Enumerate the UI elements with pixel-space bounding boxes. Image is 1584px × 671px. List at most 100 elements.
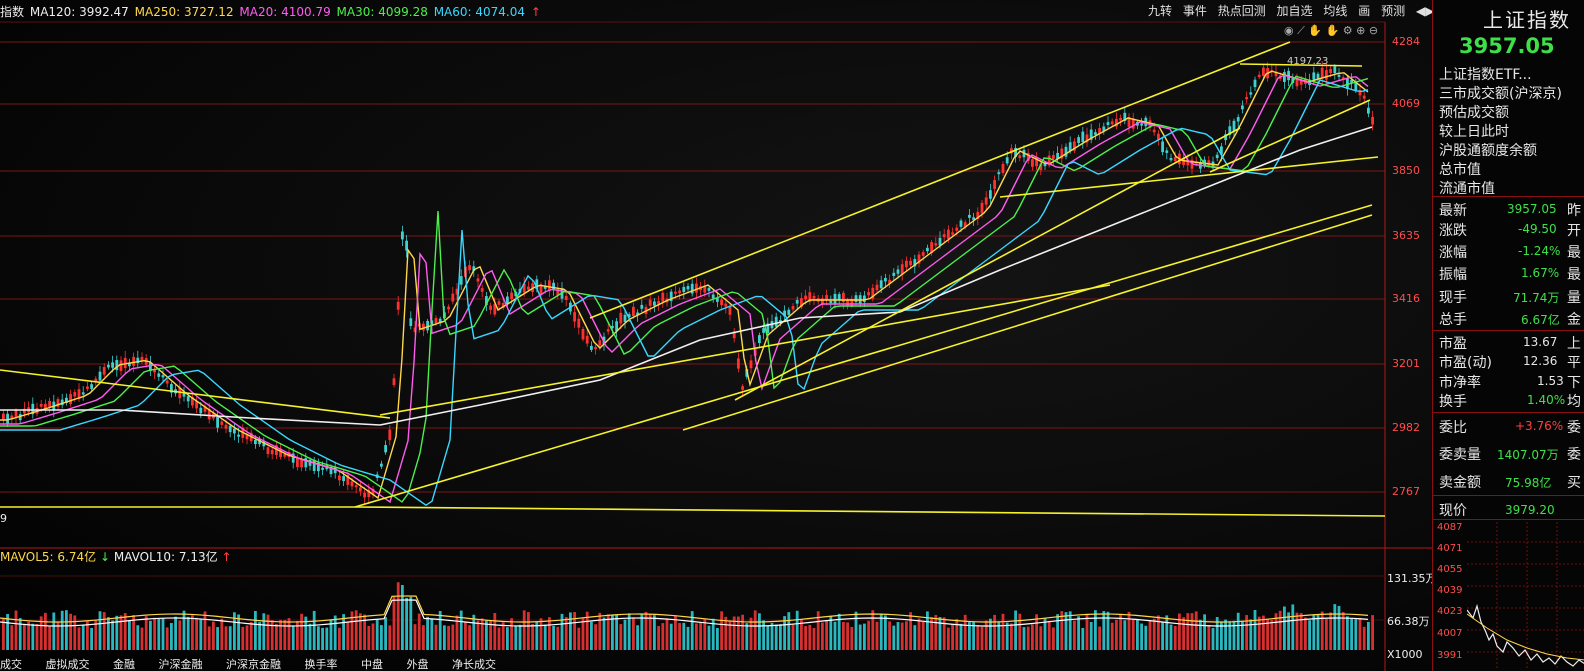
quote-row-etf[interactable]: 上证指数ETF... xyxy=(1439,67,1532,83)
zoom-out-icon[interactable]: ⊖ xyxy=(1368,24,1379,37)
toolbar-add-watchlist[interactable]: 加自选 xyxy=(1276,4,1313,18)
trendline[interactable] xyxy=(1239,63,1363,67)
tab-turnover[interactable]: 换手率 xyxy=(304,658,338,671)
volume-bar xyxy=(531,623,534,650)
stat-label: 涨幅 xyxy=(1439,245,1467,261)
trendline[interactable] xyxy=(999,156,1379,198)
candle-body xyxy=(602,336,606,345)
candle-body xyxy=(480,288,484,292)
trendline[interactable] xyxy=(354,506,1386,517)
toolbar-draw[interactable]: 画 xyxy=(1358,4,1371,18)
candle-body xyxy=(926,247,929,252)
volume-bar xyxy=(632,617,635,650)
candle-body xyxy=(245,433,249,440)
divider xyxy=(1433,330,1584,331)
volume-bar xyxy=(195,617,198,650)
volume-bar xyxy=(1199,619,1202,650)
hand-icon[interactable]: ✋ xyxy=(1308,24,1323,37)
tab-net[interactable]: 净长成交 xyxy=(452,658,496,671)
volume-bar xyxy=(489,620,492,650)
kline-chart[interactable] xyxy=(0,0,1432,671)
trendline[interactable] xyxy=(1209,99,1371,173)
candle-body xyxy=(77,389,81,400)
stat-tail: 昨 xyxy=(1567,203,1581,219)
candle-body xyxy=(1039,163,1043,171)
volume-bar xyxy=(1010,623,1013,650)
volume-bar xyxy=(380,625,383,650)
hand2-icon[interactable]: ✋ xyxy=(1325,24,1340,37)
trendline[interactable] xyxy=(682,214,1373,431)
volume-bar xyxy=(749,617,753,650)
volume-bar xyxy=(1228,621,1232,650)
eye-icon[interactable]: ◉ xyxy=(1284,24,1294,37)
candle-body xyxy=(1077,137,1080,144)
candle-body xyxy=(283,454,287,457)
volume-bar xyxy=(1316,614,1320,650)
candle-body xyxy=(405,240,408,251)
volume-bar xyxy=(627,613,631,650)
gear-icon[interactable]: ⚙ xyxy=(1342,24,1353,37)
mini-axis-label: 4087 xyxy=(1437,522,1463,533)
volume-bar xyxy=(711,618,715,650)
tab-volume[interactable]: 成交 xyxy=(0,658,22,671)
toolbar-event[interactable]: 事件 xyxy=(1182,4,1207,18)
candle-body xyxy=(779,320,782,323)
volume-bar xyxy=(905,621,908,650)
candle-body xyxy=(489,305,492,310)
volume-bar xyxy=(514,625,518,650)
mini-axis-label: 4007 xyxy=(1437,628,1463,639)
trendline[interactable] xyxy=(0,369,391,419)
volume-bar xyxy=(522,610,526,650)
candle-body xyxy=(905,260,908,268)
candle-body xyxy=(300,459,303,468)
tab-finance[interactable]: 金融 xyxy=(113,658,135,671)
candle-body xyxy=(186,396,190,402)
candle-body xyxy=(455,288,459,295)
tab-hsj-finance[interactable]: 沪深京金融 xyxy=(226,658,281,671)
toolbar-predict[interactable]: 预测 xyxy=(1381,4,1406,18)
volume-bar xyxy=(405,597,408,650)
toolbar-ma[interactable]: 均线 xyxy=(1323,4,1348,18)
volume-bar xyxy=(564,617,568,650)
candle-body xyxy=(506,296,509,305)
trendline[interactable] xyxy=(589,41,1291,319)
collapse-icon[interactable]: ◀▶ xyxy=(1415,4,1435,18)
volume-bar xyxy=(938,617,942,650)
tab-virtual-volume[interactable]: 虚拟成交 xyxy=(45,658,90,671)
candle-body xyxy=(522,283,526,293)
volume-bar xyxy=(1144,625,1148,650)
tab-outer[interactable]: 外盘 xyxy=(406,658,429,671)
trendlines[interactable] xyxy=(0,41,1386,517)
candle-body xyxy=(1014,147,1017,157)
candle-body xyxy=(1169,157,1173,161)
candle-body xyxy=(682,286,686,292)
volume-bar xyxy=(308,623,312,650)
volume-bar xyxy=(1064,612,1068,650)
pen-icon[interactable]: ⟋ xyxy=(1297,24,1305,37)
trendline[interactable] xyxy=(734,127,1241,401)
trendline[interactable] xyxy=(354,204,1373,508)
tab-mid[interactable]: 中盘 xyxy=(361,658,383,671)
trendline[interactable] xyxy=(379,284,1111,416)
candle-body xyxy=(384,445,387,453)
volume-bar xyxy=(518,624,522,650)
volume-bar xyxy=(401,585,404,650)
candle-body xyxy=(1186,159,1190,166)
volume-bar xyxy=(930,617,933,650)
volume-bar xyxy=(661,623,665,650)
toolbar-hot-backtest[interactable]: 热点回测 xyxy=(1217,4,1266,18)
candle-body xyxy=(73,392,77,397)
candle-body xyxy=(653,301,656,306)
zoom-in-icon[interactable]: ⊕ xyxy=(1356,24,1366,37)
candle-body xyxy=(938,237,942,246)
volume-bars xyxy=(0,582,1374,650)
candle-body xyxy=(1350,79,1353,83)
order-value: +3.76% xyxy=(1515,419,1564,433)
quote-row-vs-yesterday: 较上日此时 xyxy=(1439,124,1509,140)
intraday-price-line xyxy=(1467,603,1584,667)
tab-hs-finance[interactable]: 沪深金融 xyxy=(158,658,203,671)
candle-body xyxy=(909,260,912,266)
stat-label: 最新 xyxy=(1439,203,1467,219)
volume-bar xyxy=(128,620,131,650)
toolbar-jiuzhuan[interactable]: 九转 xyxy=(1148,4,1173,18)
